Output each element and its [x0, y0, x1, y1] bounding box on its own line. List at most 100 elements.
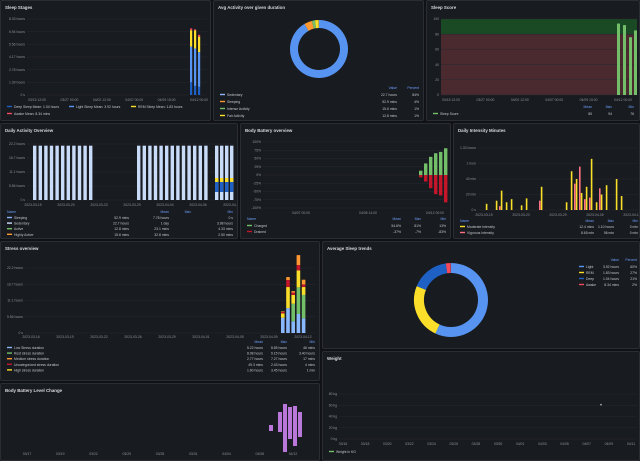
- moderate-bar: [605, 185, 608, 210]
- panel-title: Average Sleep trends: [327, 246, 372, 251]
- stress-segment: [281, 317, 285, 333]
- stress-segment: [301, 294, 306, 319]
- y-tick-label: 2.78 hours: [9, 68, 25, 72]
- legend-value: 1.60 hours: [247, 368, 263, 372]
- moderate-bar: [495, 200, 498, 210]
- stress-panel[interactable]: Stress overview 22.2 hours 16.7 hours 11.1…: [0, 241, 320, 381]
- col-header: Min: [310, 340, 316, 344]
- stress-segment: [296, 255, 301, 266]
- legend-percent: 4%: [414, 100, 419, 104]
- drained-bar: [439, 175, 443, 196]
- panel-title: Body Battery overview: [245, 128, 293, 133]
- activity-bar: [153, 145, 158, 200]
- y-tick-label: 6.94 hours: [9, 30, 25, 34]
- x-tick-label: 04/09 15:00: [158, 98, 176, 102]
- stress-segment: [281, 313, 285, 318]
- activity-bar: [215, 178, 219, 182]
- legend-name: Deep: [586, 277, 594, 281]
- x-tick-label: 03/28: [156, 452, 165, 456]
- panel-title: Daily Activity Overview: [5, 128, 54, 133]
- legend-value: 32.8 mins: [154, 233, 169, 237]
- avg-activity-panel[interactable]: Avg Activity over given duration Value Pe…: [213, 0, 424, 121]
- legend-swatch: [220, 93, 225, 96]
- moderate-bar: [520, 205, 523, 210]
- x-tick-label: 03/30: [494, 442, 503, 446]
- body-battery-panel[interactable]: Body Battery overview 100% 75% 50% 25% 0% -25…: [240, 123, 451, 239]
- y-tick-label: 40 min: [466, 177, 476, 181]
- bar-segment: [190, 46, 193, 83]
- activity-bar: [181, 145, 186, 200]
- x-tick-label: 04/11: [627, 442, 635, 446]
- legend-value: 3.92 hours: [603, 265, 619, 269]
- bar-segment: [194, 30, 197, 49]
- legend-name: Sleeping: [227, 100, 240, 104]
- score-bar: [634, 30, 637, 95]
- body-battery-chart: 100% 75% 50% 25% 0% -25% -50% -75% -100% 04/07 00…: [247, 140, 448, 234]
- panel-title: Weight: [327, 356, 342, 361]
- x-tick-label: 2023-03-15: [24, 203, 41, 207]
- drained-bar: [424, 175, 428, 182]
- x-tick-label: 04/05: [560, 442, 569, 446]
- bar-segment: [198, 86, 201, 95]
- x-tick-label: 04/12: [289, 452, 298, 456]
- avg-sleep-panel[interactable]: Average Sleep trends Value Percent Light 3.…: [322, 241, 640, 349]
- y-tick-label: 5.56 hours: [9, 43, 25, 47]
- activity-bar: [220, 178, 224, 182]
- legend-value: 2.77 hours: [247, 357, 263, 361]
- intensity-panel[interactable]: Daily Intensity Minutes 1.33 hours 1 hour…: [453, 123, 640, 239]
- x-tick-label: 2023-04-1: [223, 203, 238, 207]
- x-tick-label: 04/08: [256, 452, 265, 456]
- y-tick-label: 0 s: [20, 198, 25, 202]
- moderate-bar: [615, 179, 618, 210]
- activity-bar: [215, 182, 219, 192]
- y-tick-label: -50%: [253, 190, 261, 194]
- stress-segment: [286, 280, 290, 288]
- bb-change-panel[interactable]: Body Battery Level Change 03/17 03/19 03/2…: [0, 383, 320, 461]
- stress-segment: [281, 311, 285, 314]
- sleep-score-panel[interactable]: Sleep Score 100 80 60 40 20 0 03/15 12:00 03/27…: [426, 0, 640, 121]
- legend-value: 7.78 hours: [153, 216, 169, 220]
- y-tick-label: 8.33 hours: [9, 17, 25, 21]
- sleep-stages-panel[interactable]: Sleep Stages 8.33 hours 6.94 hours 5.56 ho…: [0, 0, 211, 121]
- x-tick-label: 04/07: [582, 442, 591, 446]
- moderate-bar: [575, 179, 578, 210]
- legend-item: Deep Sleep Mean: 1.04 hours: [14, 105, 59, 109]
- col-header: Name: [460, 219, 469, 223]
- threshold-green: [441, 19, 637, 35]
- col-header: Mean: [586, 219, 595, 223]
- activity-bar: [225, 182, 229, 192]
- y-tick-label: 0%: [256, 173, 261, 177]
- charged-bar: [419, 170, 423, 175]
- activity-bar: [83, 145, 87, 200]
- activity-bar: [225, 178, 229, 182]
- x-tick-label: 04/01: [516, 442, 525, 446]
- legend-swatch: [433, 112, 438, 115]
- x-tick-label: 04/09 15:00: [580, 98, 598, 102]
- daily-activity-chart: 22.2 hours 16.7 hours 11.1 hours 5.56 hours…: [7, 142, 238, 237]
- vigorous-bar: [589, 197, 591, 210]
- legend-swatch: [7, 233, 12, 235]
- x-tick-label: 2023-04-09: [260, 335, 277, 339]
- drained-bar: [444, 175, 448, 203]
- activity-bar: [38, 145, 42, 200]
- col-header: Max: [415, 217, 422, 221]
- bar-segment: [190, 82, 193, 95]
- legend-swatch: [7, 105, 12, 108]
- score-bar: [617, 23, 620, 96]
- legend-percent: 84%: [412, 93, 419, 97]
- legend-item: Awake Mean: 8.34 mins: [14, 112, 50, 116]
- moderate-bar: [595, 202, 598, 210]
- moderate-bar: [565, 202, 568, 210]
- activity-bar: [72, 145, 76, 200]
- x-tick-label: 04/07 00:00: [292, 211, 310, 215]
- x-tick-label: 04/07 00:00: [545, 98, 563, 102]
- weight-panel[interactable]: Weight 80 kg 60 kg 40 kg 20 kg 0 kg 03/16 03/1…: [322, 351, 640, 461]
- activity-bar: [165, 145, 169, 200]
- y-tick-label: 11.1 hours: [7, 299, 23, 303]
- col-header: Max: [606, 105, 613, 109]
- y-tick-label: 100: [433, 17, 439, 21]
- legend-value: 12.8 mins: [382, 114, 397, 118]
- y-tick-label: 40 kg: [329, 415, 337, 419]
- legend-value: 17 mins: [303, 357, 315, 361]
- daily-activity-panel[interactable]: Daily Activity Overview 22.2 hours 16.7 h…: [0, 123, 238, 239]
